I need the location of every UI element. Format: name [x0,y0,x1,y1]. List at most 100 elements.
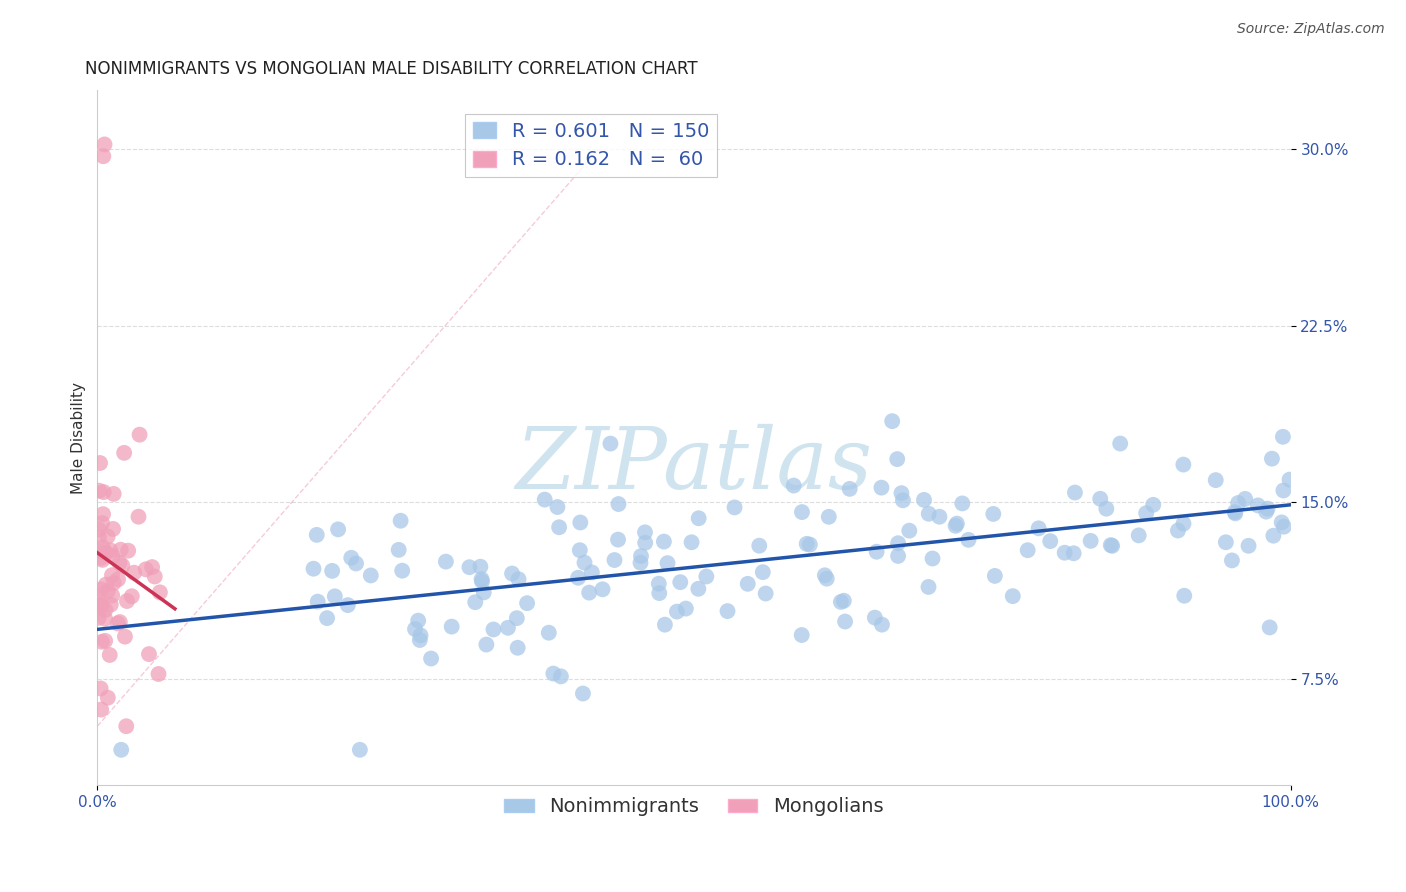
Point [1173,458,1195,472]
Point [1039,534,1062,549]
Point [122,566,145,580]
Point [1099,538,1122,552]
Point [471,572,494,586]
Point [91,516,114,530]
Point [838,482,860,496]
Point [581,566,603,580]
Point [695,569,717,583]
Point [607,533,630,547]
Point [1080,533,1102,548]
Point [1028,521,1050,535]
Point [1272,519,1295,533]
Point [91,540,114,554]
Point [470,559,492,574]
Point [946,516,969,531]
Point [128,427,150,442]
Point [830,595,852,609]
Point [391,564,413,578]
Point [790,505,813,519]
Point [89,456,111,470]
Point [537,625,560,640]
Point [569,516,592,530]
Point [1223,505,1246,519]
Point [870,617,893,632]
Point [1220,553,1243,567]
Point [360,568,382,582]
Point [898,524,921,538]
Point [1128,528,1150,542]
Point [440,619,463,633]
Point [1167,524,1189,538]
Point [101,589,124,603]
Point [882,414,904,428]
Point [945,518,967,533]
Point [107,616,129,631]
Y-axis label: Male Disability: Male Disability [72,382,86,493]
Point [723,500,745,515]
Point [790,628,813,642]
Point [302,562,325,576]
Point [98,543,121,558]
Point [752,565,775,579]
Point [543,666,565,681]
Point [917,580,939,594]
Point [321,564,343,578]
Point [409,628,432,642]
Point [326,522,349,536]
Point [97,690,120,705]
Point [755,586,778,600]
Point [91,545,114,559]
Point [101,522,124,536]
Point [890,486,912,500]
Point [688,511,710,525]
Point [472,585,495,599]
Point [572,686,595,700]
Point [669,575,692,590]
Point [482,623,505,637]
Point [654,617,676,632]
Point [1173,516,1195,531]
Point [110,743,132,757]
Point [143,569,166,583]
Point [1173,589,1195,603]
Point [101,568,124,582]
Point [603,553,626,567]
Point [90,702,112,716]
Point [1142,498,1164,512]
Point [783,478,806,492]
Point [1247,499,1270,513]
Point [912,492,935,507]
Point [94,603,117,617]
Point [121,589,143,603]
Point [111,558,134,573]
Point [1258,620,1281,634]
Point [1271,516,1294,530]
Point [115,719,138,733]
Point [634,535,657,549]
Point [1017,543,1039,558]
Point [501,566,523,581]
Point [533,492,555,507]
Point [1225,507,1247,521]
Point [94,633,117,648]
Point [94,612,117,626]
Point [550,669,572,683]
Point [814,568,837,582]
Point [471,574,494,589]
Point [103,576,125,591]
Point [1064,485,1087,500]
Point [87,522,110,536]
Point [138,647,160,661]
Point [1256,505,1278,519]
Point [1109,436,1132,450]
Point [834,615,856,629]
Point [1271,430,1294,444]
Point [1001,589,1024,603]
Point [404,622,426,636]
Point [688,582,710,596]
Point [149,585,172,599]
Legend: Nonimmigrants, Mongolians: Nonimmigrants, Mongolians [496,789,891,824]
Point [607,497,630,511]
Point [832,593,855,607]
Point [984,569,1007,583]
